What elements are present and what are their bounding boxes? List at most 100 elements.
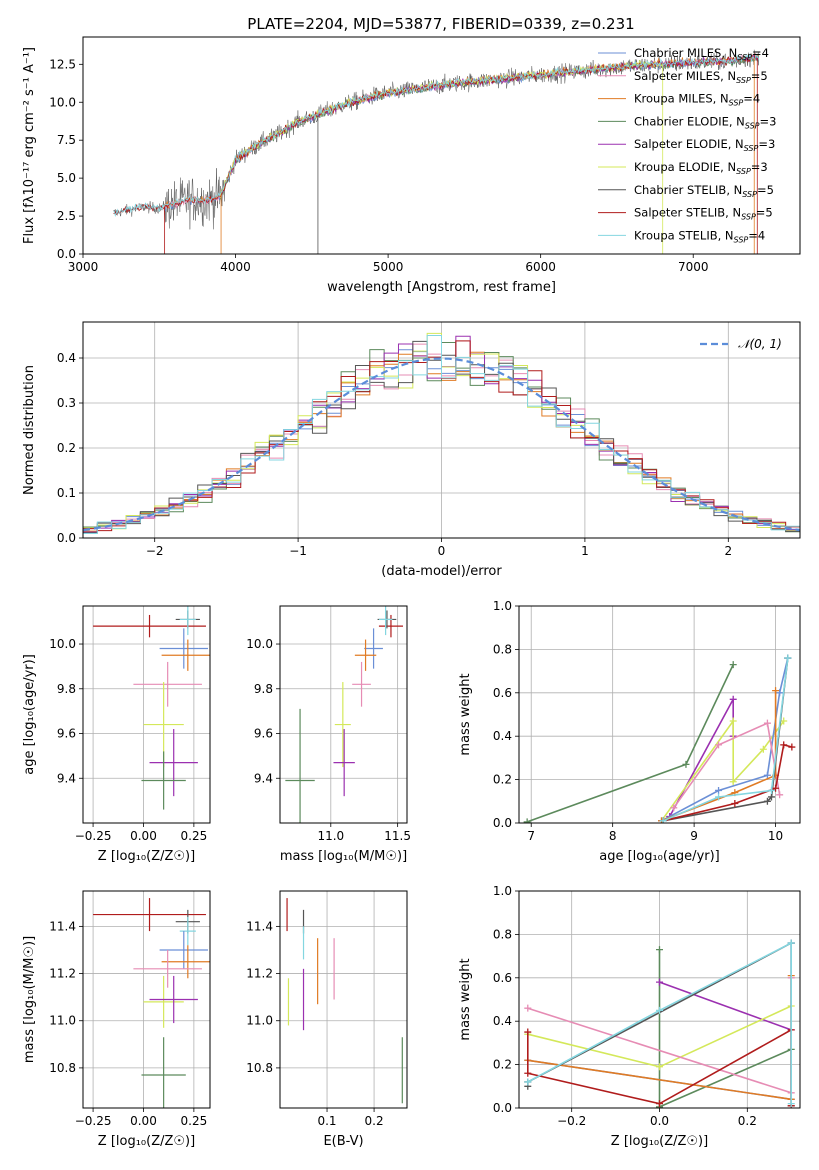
y-tick-label: 1.0 <box>493 599 512 613</box>
errorbar-point <box>179 606 196 636</box>
legend-entry: Kroupa STELIB, NSSP=4 <box>634 228 765 244</box>
y-tick-label: 0.0 <box>493 1101 512 1115</box>
spectrum-legend: Chabrier MILES, NSSP=4 Salpeter MILES, NS… <box>598 46 776 244</box>
y-tick-label: 0.0 <box>57 247 76 261</box>
x-axis-label: age [log₁₀(age/yr)] <box>599 849 720 864</box>
plots: 3000 4000 5000 6000 70000.02.55.07.510.012.5… <box>22 36 801 1149</box>
y-tick-label: 0.1 <box>57 486 76 500</box>
y-tick-label: 9.6 <box>57 727 76 741</box>
y-tick-label: 10.0 <box>49 95 76 109</box>
mass-weight-marker <box>780 717 788 725</box>
mass-weight-marker <box>523 818 531 823</box>
x-tick-label: 0.0 <box>650 1114 669 1128</box>
x-tick-label: 0.2 <box>365 1114 384 1128</box>
x-tick-label: 8 <box>609 829 617 843</box>
mass-weight-marker <box>787 939 795 947</box>
x-tick-label: 0 <box>438 544 446 558</box>
mass-vs-Z-plot-area <box>93 898 210 1108</box>
errorbar-point <box>149 729 198 797</box>
mass-weight-series <box>662 658 789 822</box>
mass-weight-marker <box>656 1063 663 1071</box>
mass-weight-marker <box>715 741 723 749</box>
errorbar-point <box>93 614 206 638</box>
y-axis-label: mass weight <box>458 673 473 755</box>
y-tick-label: 11.2 <box>246 967 273 981</box>
y-tick-label: 0.2 <box>57 441 76 455</box>
y-tick-label: 11.4 <box>49 919 76 933</box>
figure-title: PLATE=2204, MJD=53877, FIBERID=0339, z=0… <box>247 15 634 33</box>
errorbar-point <box>378 614 403 638</box>
legend-entry: Kroupa MILES, NSSP=4 <box>634 92 760 108</box>
errorbar-point <box>161 945 210 979</box>
mass-weight-marker <box>784 654 792 662</box>
y-tick-label: 0.2 <box>493 773 512 787</box>
legend-entry: 𝒩(0, 1) <box>738 337 782 351</box>
y-axis-label: Flux [fλ10⁻¹⁷ erg cm⁻² s⁻¹ A⁻¹] <box>22 47 37 244</box>
age-vs-mass-frame <box>279 605 408 824</box>
mass-weight-marker <box>729 717 737 725</box>
y-tick-label: 0.0 <box>57 531 76 545</box>
mass-weight-marker <box>763 719 771 727</box>
age-vs-mass-axes: 11.0 11.5 9.4 9.6 9.8 10.0 mass [log₁₀(M/M☉)] <box>246 606 411 864</box>
age-vs-Z-plot-area <box>93 606 210 810</box>
errorbar-point <box>141 751 186 810</box>
y-tick-label: 0.4 <box>57 351 76 365</box>
mass-weight-marker <box>780 741 788 749</box>
mass-weight-marker <box>715 793 723 801</box>
errorbar-point <box>364 628 383 669</box>
errorbar-point <box>141 1037 186 1108</box>
mass-weight-marker <box>715 786 723 794</box>
residuals-legend: 𝒩(0, 1) <box>700 337 782 351</box>
mass-weight-marker <box>729 661 737 669</box>
x-tick-label: −1 <box>289 544 307 558</box>
spectrum-frame <box>82 36 801 255</box>
mass-weight-marker <box>524 1004 532 1012</box>
mass-weight-marker <box>767 786 775 794</box>
mass-weight-marker <box>670 804 678 812</box>
mass-weight-series <box>673 722 781 809</box>
mass-weight-marker <box>776 689 784 697</box>
x-tick-label: 3000 <box>68 260 99 274</box>
x-tick-label: 10 <box>768 829 783 843</box>
x-tick-label: 1 <box>581 544 589 558</box>
y-tick-label: 9.6 <box>254 727 273 741</box>
x-tick-label: −0.2 <box>557 1114 586 1128</box>
spectrum-model-line <box>113 53 760 218</box>
mass-weight-marker <box>767 793 775 801</box>
mass-weight-marker <box>682 760 690 768</box>
errorbar-point <box>179 916 196 946</box>
errorbar-point <box>133 661 202 707</box>
age-vs-mass-plot-area <box>285 606 403 823</box>
errorbar-point <box>149 975 198 1024</box>
mass-weight-series <box>661 690 777 822</box>
spectrum-plot-area <box>113 49 760 254</box>
mass-weight-marker <box>788 743 796 751</box>
legend-entry: Chabrier STELIB, NSSP=5 <box>634 183 774 199</box>
mass-weight-vs-Z-plot-area <box>524 939 795 1108</box>
x-tick-label: 0.2 <box>738 1114 757 1128</box>
y-tick-label: 12.5 <box>49 57 76 71</box>
x-tick-label: 6000 <box>525 260 556 274</box>
mass-weight-vs-age-plot-area <box>523 654 796 823</box>
mass-vs-Z-frame <box>82 890 211 1109</box>
y-axis-label: Normed distribution <box>22 365 37 495</box>
mass-weight-marker <box>763 797 771 805</box>
mass-vs-Z-axes: −0.25 0.00 0.25 10.8 11.0 11.2 11.4 Z [log₁₀(Z/… <box>22 891 210 1149</box>
mass-vs-EBV-plot-area <box>286 898 403 1104</box>
y-tick-label: 9.4 <box>57 771 76 785</box>
x-tick-label: 0.1 <box>317 1114 336 1128</box>
x-tick-label: 0.25 <box>181 829 208 843</box>
mass-weight-marker <box>659 817 667 823</box>
y-tick-label: 0.6 <box>493 686 512 700</box>
x-tick-label: 9 <box>690 829 698 843</box>
legend-entry: Salpeter STELIB, NSSP=5 <box>634 206 773 222</box>
y-axis-label: mass [log₁₀(M/M☉)] <box>22 936 37 1063</box>
x-tick-label: 11.5 <box>384 829 411 843</box>
errorbar-point <box>378 606 393 636</box>
mass-weight-marker <box>524 1028 532 1036</box>
x-tick-label: 5000 <box>373 260 404 274</box>
x-tick-label: 0.00 <box>130 1114 157 1128</box>
x-tick-label: −2 <box>146 544 164 558</box>
mass-weight-marker <box>772 687 780 695</box>
spectrum-data-line <box>113 49 760 230</box>
